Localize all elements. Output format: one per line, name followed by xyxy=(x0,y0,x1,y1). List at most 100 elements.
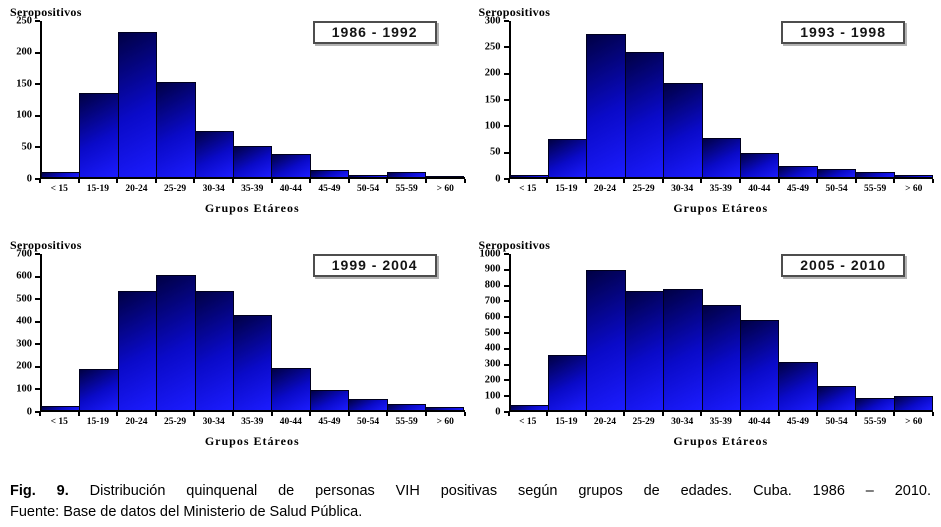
bar-<15 xyxy=(41,172,81,177)
chart-body: 0 100 200 300 400 500 600 700 1999 - 2004 xyxy=(6,248,465,416)
x-axis-title: Grupos Etáreos xyxy=(673,434,769,448)
y-tick-mark xyxy=(503,347,509,350)
period-label: 1986 - 1992 xyxy=(312,21,437,44)
x-tick-mark xyxy=(231,412,234,416)
bar-40-44 xyxy=(739,152,780,177)
y-tick-label: 200 xyxy=(16,360,32,372)
bar-25-29 xyxy=(156,81,196,177)
y-tick-mark xyxy=(35,411,40,413)
x-tick-mark xyxy=(77,412,80,416)
x-tick-label: 55-59 xyxy=(395,184,418,194)
x-tick-mark xyxy=(932,412,934,416)
x-tick-mark xyxy=(777,412,780,416)
y-tick-mark xyxy=(503,151,509,154)
x-tick-mark xyxy=(816,179,819,183)
x-tick-label: 40-44 xyxy=(279,417,302,427)
x-tick-label: 45-49 xyxy=(318,417,341,427)
bar-50-54 xyxy=(816,168,857,177)
bar-50-54 xyxy=(348,174,388,177)
bar->60 xyxy=(425,406,465,410)
y-tick-mark xyxy=(503,379,509,382)
x-tick-label: 35-39 xyxy=(709,184,732,194)
y-tick-mark xyxy=(503,363,509,366)
x-tick-mark xyxy=(386,412,389,416)
y-tick-mark xyxy=(503,20,509,22)
x-tick-mark xyxy=(39,179,41,183)
x-tick-label: 20-24 xyxy=(125,417,148,427)
x-tick-mark xyxy=(39,412,41,416)
x-tick-label: 55-59 xyxy=(864,184,887,194)
bar-55-59 xyxy=(855,397,895,410)
bar-30-34 xyxy=(663,83,703,177)
bar-<15 xyxy=(509,405,549,410)
y-tick-mark xyxy=(503,395,509,398)
y-tick-label: 1000 xyxy=(479,247,501,259)
x-labels: < 15 15-19 20-24 25-29 30-34 35-39 40-44 45-49 5… xyxy=(39,412,466,429)
y-tick-mark xyxy=(503,268,509,271)
x-tick-mark xyxy=(193,412,196,416)
plot-area: 2005 - 2010 xyxy=(508,254,933,412)
x-tick-mark xyxy=(854,179,857,183)
bar-15-19 xyxy=(79,368,119,410)
y-tick-label: 800 xyxy=(484,279,501,291)
x-tick-mark xyxy=(347,179,350,183)
x-axis-title: Grupos Etáreos xyxy=(673,201,769,215)
x-tick-mark xyxy=(463,179,466,183)
y-tick-mark xyxy=(503,46,509,49)
bar-30-34 xyxy=(194,290,235,410)
x-tick-label: 50-54 xyxy=(356,184,380,194)
y-tick-mark xyxy=(503,284,509,287)
x-tick-mark xyxy=(193,179,196,183)
y-axis-title: Seropositivos xyxy=(10,238,82,252)
y-tick-label: 150 xyxy=(484,93,501,105)
chart-body: 0 50 100 150 200 250 1986 - 1992 xyxy=(6,15,465,183)
y-tick-label: 300 xyxy=(16,338,32,350)
y-axis: 0 50 100 150 200 250 300 xyxy=(475,15,509,183)
x-tick-mark xyxy=(584,179,587,183)
plot-area: 1986 - 1992 xyxy=(40,21,465,179)
y-tick-mark xyxy=(503,72,509,75)
bar-45-49 xyxy=(309,390,350,410)
x-tick-label: 45-49 xyxy=(318,184,341,194)
x-tick-label: 35-39 xyxy=(709,417,732,427)
y-tick-mark xyxy=(35,275,40,278)
x-tick-label: 20-24 xyxy=(593,184,617,194)
y-tick-mark xyxy=(503,332,509,334)
y-tick-label: 200 xyxy=(484,67,501,79)
y-tick-mark xyxy=(503,125,509,128)
x-tick-label: 15-19 xyxy=(86,417,109,427)
x-tick-label: 25-29 xyxy=(632,417,655,427)
x-tick-mark xyxy=(623,412,626,416)
x-tick-mark xyxy=(424,412,427,416)
bar-35-39 xyxy=(701,138,741,177)
x-tick-label: > 60 xyxy=(905,184,923,194)
x-tick-label: > 60 xyxy=(436,184,454,194)
x-tick-label: 35-39 xyxy=(241,417,264,427)
y-tick-label: 100 xyxy=(16,109,32,121)
bar-35-39 xyxy=(233,145,273,177)
bar-35-39 xyxy=(701,305,741,410)
y-tick-label: 300 xyxy=(484,358,501,370)
y-tick-mark xyxy=(35,83,40,86)
y-tick-mark xyxy=(503,300,509,303)
x-tick-mark xyxy=(546,412,549,416)
x-tick-mark xyxy=(463,412,466,416)
bar-25-29 xyxy=(624,52,665,177)
bar->60 xyxy=(893,395,933,410)
y-tick-label: 0 xyxy=(26,172,32,184)
bar-40-44 xyxy=(271,153,311,177)
chart-body: 0 100 200 300 400 500 600 700 800 900 1000 2005 - … xyxy=(475,248,933,416)
y-tick-mark xyxy=(35,298,40,301)
bar-<15 xyxy=(41,405,81,410)
x-tick-mark xyxy=(661,412,664,416)
bar-40-44 xyxy=(271,367,311,410)
x-tick-mark xyxy=(270,179,273,183)
bar-50-54 xyxy=(816,385,857,410)
x-tick-label: 35-39 xyxy=(241,184,264,194)
x-tick-mark xyxy=(309,412,312,416)
bar->60 xyxy=(425,175,465,177)
bar-55-59 xyxy=(386,404,427,410)
x-tick-label: 55-59 xyxy=(395,417,418,427)
x-tick-label: 30-34 xyxy=(671,184,694,194)
